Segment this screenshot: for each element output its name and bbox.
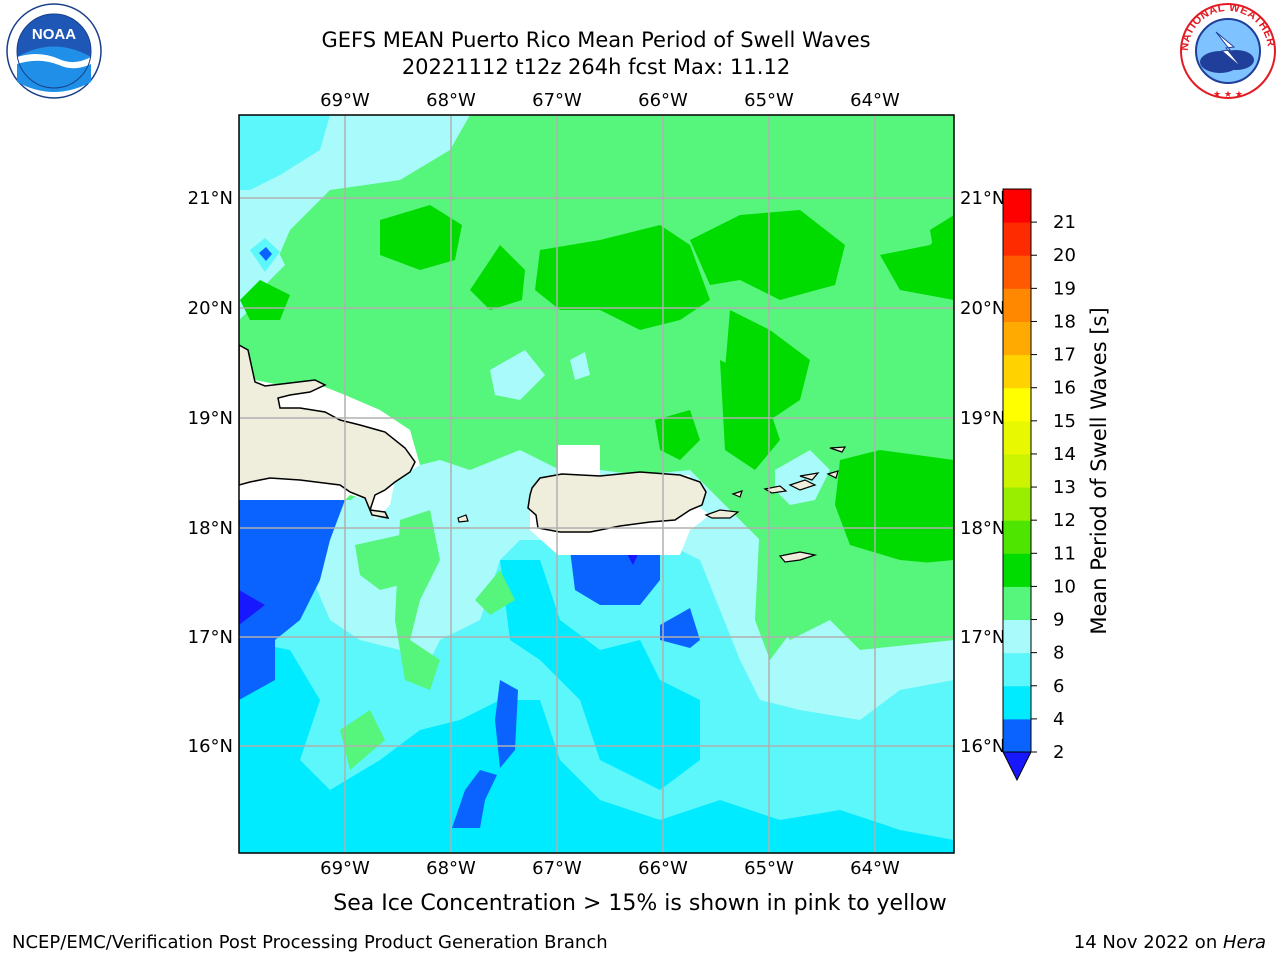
land-st-croix — [778, 551, 818, 563]
noaa-logo-text: NOAA — [32, 26, 76, 43]
lon-label-bottom: 64°W — [850, 858, 900, 879]
contour-10-11-d — [835, 450, 954, 565]
colorbar-segment — [1003, 685, 1031, 720]
contour-6-8-nw — [239, 115, 330, 190]
lat-label-left: 20°N — [188, 298, 233, 319]
map-title: GEFS MEAN Puerto Rico Mean Period of Swe… — [321, 28, 871, 52]
footer-date: 14 Nov 2022 on Hera — [1074, 932, 1266, 953]
map-frame — [238, 114, 955, 854]
lat-label-left: 18°N — [188, 518, 233, 539]
colorbar-tick-label: 6 — [1053, 676, 1064, 697]
colorbar-segment — [1003, 586, 1031, 621]
colorbar-frame — [1002, 188, 1032, 753]
lat-label-right: 21°N — [960, 188, 1005, 209]
colorbar-tick-label: 17 — [1053, 345, 1076, 366]
colorbar-tick-label: 13 — [1053, 477, 1076, 498]
colorbar-tick-label: 14 — [1053, 444, 1076, 465]
colorbar-segment — [1003, 288, 1031, 322]
colorbar-tick-label: 8 — [1053, 643, 1064, 664]
lon-label-bottom: 66°W — [638, 858, 688, 879]
colorbar-tick-label: 19 — [1053, 278, 1076, 299]
lat-label-left: 16°N — [188, 736, 233, 757]
nws-logo: NATIONAL WEATHER SERVICE ★ ★ ★ — [1178, 2, 1277, 100]
colorbar-tick-label: 21 — [1053, 212, 1076, 233]
contour-8-9-vi — [775, 450, 830, 505]
colorbar-segment — [1003, 520, 1031, 554]
colorbar-segment — [1003, 553, 1031, 587]
colorbar-tick-label: 11 — [1053, 543, 1076, 564]
land-puerto-rico — [527, 471, 707, 533]
colorbar-segment — [1003, 387, 1031, 422]
colorbar-segment — [1003, 453, 1031, 488]
colorbar-tick-label: 9 — [1053, 610, 1064, 631]
lat-label-right: 20°N — [960, 298, 1005, 319]
colorbar-segment — [1003, 255, 1031, 289]
lat-label-right: 18°N — [960, 518, 1005, 539]
svg-text:★ ★ ★: ★ ★ ★ — [1213, 90, 1243, 100]
lon-label-top: 65°W — [744, 90, 794, 111]
colorbar: 2 4 6 8 9 10 11 12 13 14 15 16 17 18 19 20 21 — [1002, 188, 1076, 782]
colorbar-tick-label: 12 — [1053, 510, 1076, 531]
lat-label-left: 17°N — [188, 627, 233, 648]
lon-label-top: 68°W — [426, 90, 476, 111]
map-subtitle-run: 20221112 t12z 264h fcst Max: 11.12 — [401, 55, 791, 79]
sea-ice-note: Sea Ice Concentration > 15% is shown in … — [333, 891, 947, 916]
colorbar-tick-label: 10 — [1053, 576, 1076, 597]
lon-label-bottom: 65°W — [744, 858, 794, 879]
footer-date-text: 14 Nov 2022 on — [1073, 932, 1223, 953]
contour-2-4-west — [239, 500, 345, 700]
contour-8-9-nw — [239, 115, 470, 320]
lat-label-right: 19°N — [960, 408, 1005, 429]
lon-label-bottom: 67°W — [532, 858, 582, 879]
colorbar-tick-label: 2 — [1053, 742, 1064, 763]
map-area — [239, 115, 954, 853]
contour-4-6-south — [239, 640, 954, 853]
colorbar-segment — [1003, 652, 1031, 687]
land-vieques — [704, 509, 740, 519]
footer-host: Hera — [1222, 932, 1266, 953]
noaa-logo: NOAA — [6, 3, 102, 99]
colorbar-segment — [1003, 619, 1031, 654]
contour-9-10-se — [755, 505, 840, 660]
lat-label-right: 16°N — [960, 736, 1005, 757]
lon-label-top: 66°W — [638, 90, 688, 111]
colorbar-segment — [1003, 222, 1031, 256]
footer-credit: NCEP/EMC/Verification Post Processing Pr… — [12, 932, 608, 953]
lat-label-left: 21°N — [188, 188, 233, 209]
colorbar-segment — [1003, 321, 1031, 356]
lon-label-top: 64°W — [850, 90, 900, 111]
colorbar-segment — [1003, 420, 1031, 455]
lon-label-bottom: 69°W — [320, 858, 370, 879]
contour-10-11-a — [380, 205, 462, 270]
colorbar-tick-label: 20 — [1053, 245, 1076, 266]
colorbar-tick-label: 4 — [1053, 709, 1064, 730]
colorbar-segment — [1003, 354, 1031, 389]
colorbar-segment — [1003, 718, 1031, 753]
colorbar-segment — [1003, 487, 1031, 521]
lon-label-bottom: 68°W — [426, 858, 476, 879]
contour-10-11-b — [535, 225, 710, 330]
lat-label-left: 19°N — [188, 408, 233, 429]
colorbar-segment — [1003, 189, 1031, 223]
lon-label-top: 69°W — [320, 90, 370, 111]
colorbar-tick-label: 15 — [1053, 411, 1076, 432]
colorbar-label: Mean Period of Swell Waves [s] — [1087, 307, 1111, 634]
lat-label-right: 17°N — [960, 627, 1005, 648]
contour-2-4-pr — [570, 550, 660, 605]
colorbar-tick-label: 18 — [1053, 311, 1076, 332]
colorbar-under-triangle — [1002, 751, 1032, 782]
lon-label-top: 67°W — [532, 90, 582, 111]
graticule — [239, 115, 954, 853]
colorbar-tick-label: 16 — [1053, 378, 1076, 399]
